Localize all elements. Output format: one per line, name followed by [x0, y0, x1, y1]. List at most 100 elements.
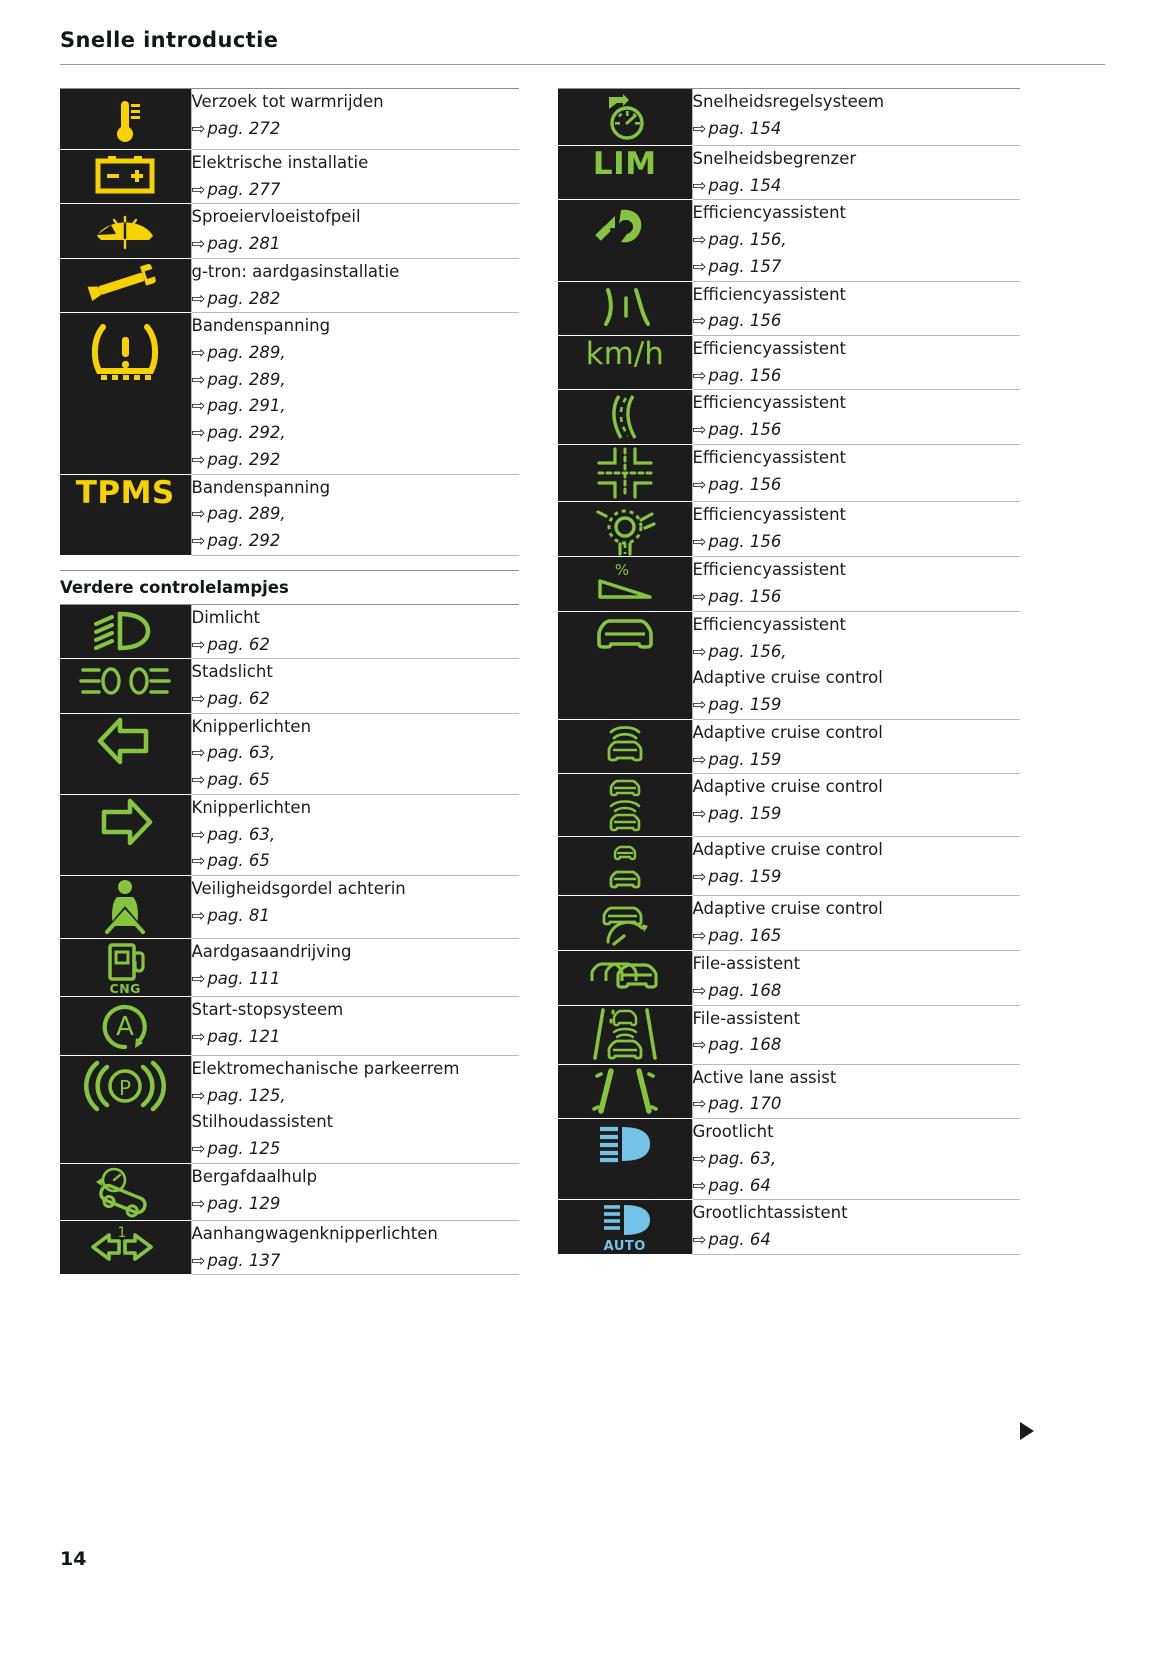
indicator-title: Verzoek tot warmrijden	[191, 92, 384, 111]
indicator-title: Elektromechanische parkeerrem	[191, 1058, 460, 1078]
arrow-right-icon: ⇨	[191, 449, 206, 469]
traffic-jam-lane-icon	[558, 1006, 692, 1064]
indicator-title: Efficiencyassistent	[692, 339, 847, 359]
indicator-icon-cell: A	[60, 996, 191, 1056]
indicator-text-cell: File-assistent ⇨ pag. 168	[691, 1005, 1021, 1065]
arrow-right-icon: ⇨	[191, 851, 206, 871]
indicator-title: Efficiencyassistent	[692, 505, 847, 525]
warning-lamps-table: Verzoek tot warmrijden ⇨ pag. 272	[60, 88, 519, 556]
indicator-icon-cell	[60, 794, 191, 876]
acc-distance-icon	[558, 837, 692, 895]
start-stop-icon: A	[60, 997, 191, 1055]
indicator-text-cell: Efficiencyassistent ⇨ pag. 156	[691, 281, 1020, 337]
indicator-title: Active lane assist	[692, 1067, 837, 1087]
table-row: Bandenspanning ⇨ pag. 289, ⇨ pag. 289, ⇨ pa…	[60, 312, 520, 475]
indicator-icon-cell	[558, 895, 692, 952]
indicator-icon-cell	[60, 203, 191, 259]
indicator-icon-cell	[60, 604, 191, 660]
indicator-icon-cell: CNG	[60, 938, 191, 997]
arrow-right-icon: ⇨	[692, 925, 707, 945]
indicator-ref: ⇨ pag. 157	[693, 254, 1021, 281]
indicator-ref: ⇨ pag. 65	[192, 767, 520, 794]
indicator-text-cell: Knipperlichten ⇨ pag. 63, ⇨ pag. 65	[190, 794, 520, 876]
indicator-ref: ⇨ pag. 291,	[192, 393, 520, 420]
arrow-right-icon: ⇨	[191, 1250, 206, 1270]
indicator-text-cell: Bandenspanning ⇨ pag. 289, ⇨ pag. 289, ⇨ pa…	[190, 312, 520, 475]
indicator-title: Adaptive cruise control	[692, 899, 883, 919]
arrow-right-icon: ⇨	[692, 230, 707, 250]
indicator-title: Aanhangwagenknipperlichten	[191, 1223, 438, 1243]
indicator-ref: ⇨ pag. 156	[693, 529, 1021, 556]
arrow-right-icon: ⇨	[692, 175, 707, 195]
indicator-ref: ⇨ pag. 64	[693, 1227, 1021, 1254]
indicator-ref: ⇨ pag. 159	[693, 747, 1021, 774]
high-beam-assist-icon: AUTO	[558, 1200, 692, 1254]
turn-signal-left-icon	[60, 714, 191, 768]
indicator-title: Grootlichtassistent	[692, 1203, 848, 1223]
section-spacer	[60, 556, 519, 570]
indicator-ref: ⇨ pag. 170	[693, 1091, 1021, 1118]
indicator-ref: ⇨ pag. 289,	[192, 501, 520, 528]
arrow-right-icon: ⇨	[692, 980, 707, 1000]
table-row: Veiligheidsgordel achterin ⇨ pag. 81	[60, 875, 520, 939]
table-row: Efficiencyassistent ⇨ pag. 156	[558, 389, 1020, 446]
indicator-title: Efficiencyassistent	[692, 393, 847, 413]
indicator-ref: ⇨ pag. 81	[192, 903, 520, 930]
indicator-icon-cell: TPMS	[60, 474, 191, 556]
triangle-right-icon[interactable]	[1020, 1422, 1034, 1440]
electromechanical-parking-brake-icon: P	[60, 1056, 191, 1116]
table-row: % Efficiencyassistent ⇨ pag. 156	[558, 556, 1020, 612]
page-number: 14	[60, 1548, 87, 1570]
indicator-icon-cell	[558, 389, 692, 446]
indicator-ref: ⇨ pag. 165	[693, 923, 1021, 950]
acc-predictive-icon	[558, 896, 692, 950]
arrow-right-icon: ⇨	[692, 1094, 707, 1114]
indicator-ref: ⇨ pag. 154	[693, 116, 1021, 143]
indicator-title: Elektrische installatie	[191, 153, 369, 172]
indicator-ref: ⇨ pag. 111	[192, 966, 520, 993]
tpms-text-icon: TPMS	[60, 475, 191, 511]
indicator-ref: ⇨ pag. 65	[192, 848, 520, 875]
indicator-title: Bergafdaalhulp	[191, 1166, 318, 1186]
indicator-ref: ⇨ pag. 156,	[693, 639, 1021, 666]
indicator-text-cell: Adaptive cruise control ⇨ pag. 159	[691, 773, 1020, 838]
table-row: File-assistent ⇨ pag. 168	[558, 1005, 1021, 1065]
arrow-right-icon: ⇨	[191, 369, 206, 389]
indicator-ref: ⇨ pag. 168	[693, 1032, 1021, 1059]
trailer-turn-signal-icon: 1	[60, 1221, 191, 1269]
indicator-title: Aardgasaandrijving	[191, 941, 352, 961]
indicator-title: Knipperlichten	[191, 797, 312, 817]
arrow-right-icon: ⇨	[191, 288, 206, 308]
arrow-right-icon: ⇨	[191, 531, 206, 551]
high-beam-icon	[558, 1119, 692, 1169]
indicator-ref: ⇨ pag. 63,	[693, 1146, 1021, 1173]
indicator-text-cell: Efficiencyassistent ⇨ pag. 156	[691, 335, 1020, 391]
tire-pressure-icon	[60, 313, 191, 387]
low-beam-icon	[60, 605, 191, 657]
arrow-right-icon: ⇨	[191, 770, 206, 790]
efficiency-gradient-icon: %	[558, 557, 692, 607]
indicator-text-cell: File-assistent ⇨ pag. 168	[691, 950, 1020, 1006]
indicator-text-cell: Snelheidsbegrenzer ⇨ pag. 154	[691, 145, 1020, 201]
indicator-ref: ⇨ pag. 63,	[192, 740, 520, 767]
table-row: Grootlicht ⇨ pag. 63, ⇨ pag. 64	[558, 1118, 1021, 1201]
table-row: Efficiencyassistent ⇨ pag. 156, ⇨ pag. 157	[558, 199, 1021, 282]
table-row: Sproeiervloeistofpeil ⇨ pag. 281	[60, 203, 519, 259]
indicator-title: Dimlicht	[191, 607, 261, 627]
indicator-ref: ⇨ pag. 159	[693, 692, 1021, 719]
table-row: Elektrische installatie ⇨ pag. 277	[60, 149, 519, 205]
indicator-ref: ⇨ pag. 156	[693, 472, 1021, 499]
indicator-text-cell: Aanhangwagenknipperlichten ⇨ pag. 137	[190, 1220, 519, 1276]
arrow-right-icon: ⇨	[191, 905, 206, 925]
arrow-right-icon: ⇨	[191, 634, 206, 654]
arrow-right-icon: ⇨	[191, 179, 206, 199]
indicator-text-cell: Elektromechanische parkeerrem ⇨ pag. 125,…	[190, 1055, 519, 1164]
table-row: km/h Efficiencyassistent ⇨ pag. 156	[558, 335, 1020, 391]
indicator-icon-cell	[558, 950, 692, 1006]
arrow-right-icon: ⇨	[692, 532, 707, 552]
hill-descent-assist-icon	[60, 1164, 191, 1220]
kmh-label: km/h	[585, 336, 664, 373]
table-row: Efficiencyassistent ⇨ pag. 156	[558, 281, 1020, 337]
indicator-title: Snelheidsbegrenzer	[692, 149, 857, 168]
table-row: A Start-stopsysteem ⇨ pag. 121	[60, 996, 519, 1056]
